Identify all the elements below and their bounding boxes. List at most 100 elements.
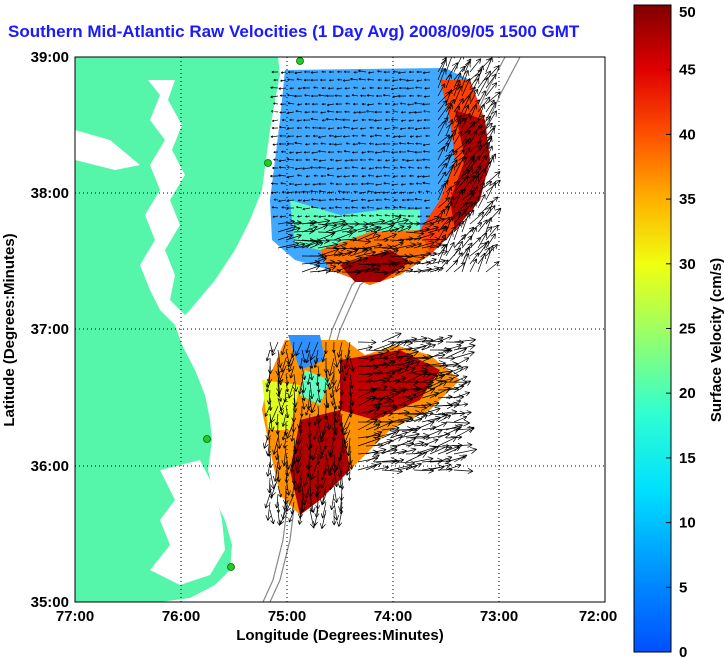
velocity-arrow [415, 86, 423, 89]
velocity-arrow [341, 249, 358, 257]
velocity-arrow [397, 437, 417, 447]
velocity-arrow [343, 175, 351, 178]
velocity-arrow [304, 183, 311, 186]
velocity-arrow [328, 70, 335, 74]
velocity-arrow [445, 74, 452, 89]
velocity-arrow [453, 118, 462, 137]
velocity-arrow [384, 127, 391, 131]
velocity-arrow [360, 214, 367, 217]
velocity-arrow [375, 198, 383, 202]
velocity-arrow [469, 222, 483, 233]
velocity-arrow [318, 182, 327, 186]
velocity-arrow [461, 121, 476, 137]
velocity-arrow [398, 78, 407, 81]
velocity-arrow [416, 70, 423, 74]
velocity-arrow [296, 135, 303, 138]
velocity-arrow [344, 206, 351, 210]
velocity-arrow [392, 142, 399, 146]
velocity-arrow [320, 509, 327, 530]
velocity-arrow [305, 341, 311, 354]
velocity-arrow [453, 57, 464, 73]
velocity-arrow [318, 199, 327, 202]
velocity-arrow [477, 77, 489, 97]
velocity-arrow [485, 82, 498, 97]
velocity-arrow [317, 264, 337, 273]
station-marker [227, 563, 235, 571]
colorbar-tick-label: 35 [679, 191, 696, 208]
velocity-arrow [312, 183, 319, 186]
velocity-arrow [298, 381, 303, 395]
velocity-arrow [279, 126, 287, 129]
velocity-arrow [477, 206, 492, 225]
velocity-arrow [272, 143, 279, 146]
velocity-arrow [300, 485, 307, 506]
velocity-arrow [327, 87, 335, 90]
velocity-arrow [400, 111, 407, 114]
velocity-arrow [277, 219, 295, 225]
velocity-arrow [469, 104, 477, 121]
velocity-arrow [461, 95, 471, 113]
velocity-arrow [423, 110, 431, 113]
velocity-arrow [477, 122, 493, 137]
velocity-arrow [328, 477, 335, 491]
velocity-arrow [477, 200, 494, 217]
velocity-arrow [398, 214, 407, 217]
velocity-arrow [320, 477, 327, 490]
velocity-arrow [413, 232, 435, 241]
velocity-arrow [309, 218, 331, 225]
velocity-arrow [461, 112, 471, 129]
velocity-arrow [453, 79, 461, 97]
velocity-arrow [398, 86, 407, 90]
velocity-arrow [279, 509, 287, 525]
colorbar-tick-label: 50 [679, 4, 696, 21]
velocity-arrow [349, 248, 369, 257]
velocity-arrow [389, 388, 407, 399]
velocity-arrow [277, 485, 282, 498]
velocity-arrow [361, 182, 367, 186]
grid-lines [75, 57, 605, 602]
velocity-arrow [327, 357, 335, 377]
x-tick-label: 75:00 [268, 608, 306, 625]
velocity-arrow [285, 405, 290, 419]
velocity-arrow [301, 241, 319, 249]
velocity-arrow [273, 158, 279, 161]
velocity-arrow [336, 509, 343, 527]
velocity-arrow [377, 102, 383, 105]
velocity-arrow [445, 211, 462, 225]
velocity-arrow [272, 166, 279, 170]
velocity-arrow [271, 126, 279, 130]
velocity-arrow [295, 109, 303, 113]
velocity-arrow [374, 134, 383, 137]
velocity-arrow [312, 126, 319, 130]
velocity-arrow [328, 79, 335, 82]
velocity-arrow [445, 104, 453, 121]
velocity-arrow [304, 102, 311, 106]
velocity-arrow [361, 134, 367, 137]
velocity-arrow [304, 70, 311, 74]
velocity-arrow [401, 198, 407, 202]
velocity-arrow [416, 79, 423, 82]
velocity-arrow [366, 206, 375, 209]
velocity-arrow [365, 267, 381, 273]
velocity-arrow [273, 150, 279, 154]
velocity-arrow [485, 181, 496, 201]
velocity-arrow [297, 215, 303, 218]
velocity-arrow [327, 150, 335, 154]
velocity-arrow [373, 250, 389, 257]
velocity-arrow [408, 70, 415, 74]
velocity-arrow [336, 87, 343, 90]
velocity-arrow [334, 405, 343, 424]
velocity-arrow [437, 100, 447, 113]
velocity-arrow [416, 119, 423, 122]
velocity-arrow [296, 461, 303, 474]
velocity-arrow [485, 91, 501, 105]
velocity-arrow [325, 94, 335, 98]
velocity-arrow [287, 78, 295, 81]
bay-inlet [75, 130, 140, 170]
velocity-arrow [469, 170, 480, 185]
velocity-arrow [453, 176, 469, 193]
velocity-arrow [407, 214, 415, 218]
velocity-arrow [302, 199, 311, 202]
velocity-arrow [477, 168, 487, 185]
velocity-arrow [301, 225, 318, 233]
